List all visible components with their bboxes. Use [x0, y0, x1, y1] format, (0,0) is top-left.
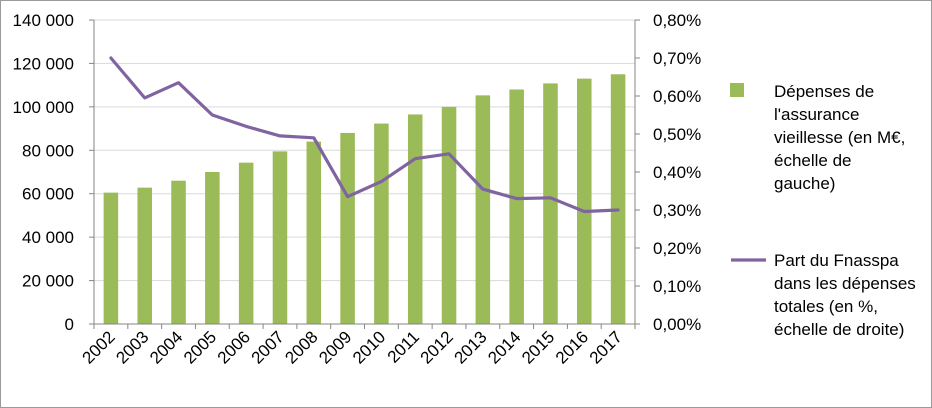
left-tick-label: 80 000: [22, 141, 74, 160]
x-tick-label-2004: 2004: [146, 327, 186, 367]
left-tick-label: 140 000: [13, 11, 74, 30]
bar-2005: [205, 172, 220, 324]
right-tick-label: 0,00%: [653, 315, 701, 334]
bar-2002: [103, 192, 119, 324]
legend-line-line-3: totales (en %,: [774, 297, 878, 316]
left-tick-label: 100 000: [13, 98, 74, 117]
left-axis-ticks: 0 20 000 40 000 60 000 80 000 100 000 120 000 1…: [13, 11, 74, 334]
right-tick-label: 0,50%: [653, 125, 701, 144]
right-tick-label: 0,80%: [653, 11, 701, 30]
legend-bar-line-5: gauche): [774, 174, 835, 193]
bar-2006: [238, 162, 254, 324]
x-tick-label-2016: 2016: [552, 327, 592, 367]
legend-bar-line-1: Dépenses de: [774, 82, 874, 101]
legend-line-line-1: Part du Fnasspa: [774, 251, 899, 270]
x-tick-label-2010: 2010: [349, 327, 389, 367]
legend-bar-line-3: vieillesse (en M€,: [774, 128, 905, 147]
x-tick-label-2014: 2014: [484, 327, 524, 367]
x-tick-label-2011: 2011: [384, 327, 423, 366]
bar-2008: [306, 141, 322, 324]
left-tick-label: 120 000: [13, 54, 74, 73]
bar-2012: [441, 106, 457, 324]
left-tick-label: 60 000: [22, 185, 74, 204]
x-tick-label-2005: 2005: [180, 327, 220, 367]
legend-bar-line-2: l'assurance: [774, 105, 859, 124]
bar-2015: [543, 83, 558, 324]
left-tick-label: 20 000: [22, 272, 74, 291]
bar-2004: [171, 180, 186, 324]
right-tick-label: 0,10%: [653, 277, 701, 296]
right-tick-label: 0,40%: [653, 163, 701, 182]
x-tick-label-2013: 2013: [450, 327, 490, 367]
left-tick-label: 0: [65, 315, 74, 334]
x-tick-label-2007: 2007: [248, 327, 288, 367]
x-tick-label-2006: 2006: [214, 327, 254, 367]
axes: [89, 19, 640, 329]
bar-2014: [509, 89, 524, 324]
legend-bar-line-4: échelle de: [774, 151, 852, 170]
x-tick-label-2009: 2009: [315, 327, 355, 367]
line-series: [109, 56, 620, 214]
legend: Dépenses de l'assurance vieillesse (en M…: [730, 82, 921, 339]
bar-2010: [374, 123, 389, 324]
right-tick-label: 0,20%: [653, 239, 701, 258]
x-tick-label-2015: 2015: [518, 327, 558, 367]
legend-line-line-4: échelle de droite): [774, 320, 904, 339]
legend-label-bar: Dépenses de l'assurance vieillesse (en M…: [774, 82, 910, 193]
bar-2013: [475, 95, 491, 324]
x-tick-label-2003: 2003: [112, 327, 152, 367]
legend-label-line: Part du Fnasspa dans les dépenses totale…: [774, 251, 921, 339]
bar-2011: [407, 114, 423, 324]
legend-swatch-bar: [730, 83, 744, 97]
x-axis-ticks: 2002200320042005200620072008200920102011…: [79, 327, 626, 367]
bar-2003: [137, 187, 152, 324]
bar-2009: [340, 132, 355, 324]
line-fnasspa-share: [109, 56, 620, 214]
right-tick-label: 0,30%: [653, 201, 701, 220]
left-tick-label: 40 000: [22, 228, 74, 247]
legend-line-line-2: dans les dépenses: [774, 274, 916, 293]
bar-2007: [272, 151, 288, 324]
right-axis-ticks: 0,00% 0,10% 0,20% 0,30% 0,40% 0,50% 0,60% 0,70%…: [653, 11, 701, 334]
right-tick-label: 0,60%: [653, 87, 701, 106]
x-tick-label-2012: 2012: [417, 327, 457, 367]
right-tick-label: 0,70%: [653, 49, 701, 68]
x-tick-label-2017: 2017: [586, 327, 626, 367]
x-tick-label-2008: 2008: [281, 327, 321, 367]
x-tick-label-2002: 2002: [79, 327, 119, 367]
bar-2016: [577, 78, 592, 324]
bar-2017: [610, 74, 626, 325]
bar-series: [103, 74, 626, 325]
